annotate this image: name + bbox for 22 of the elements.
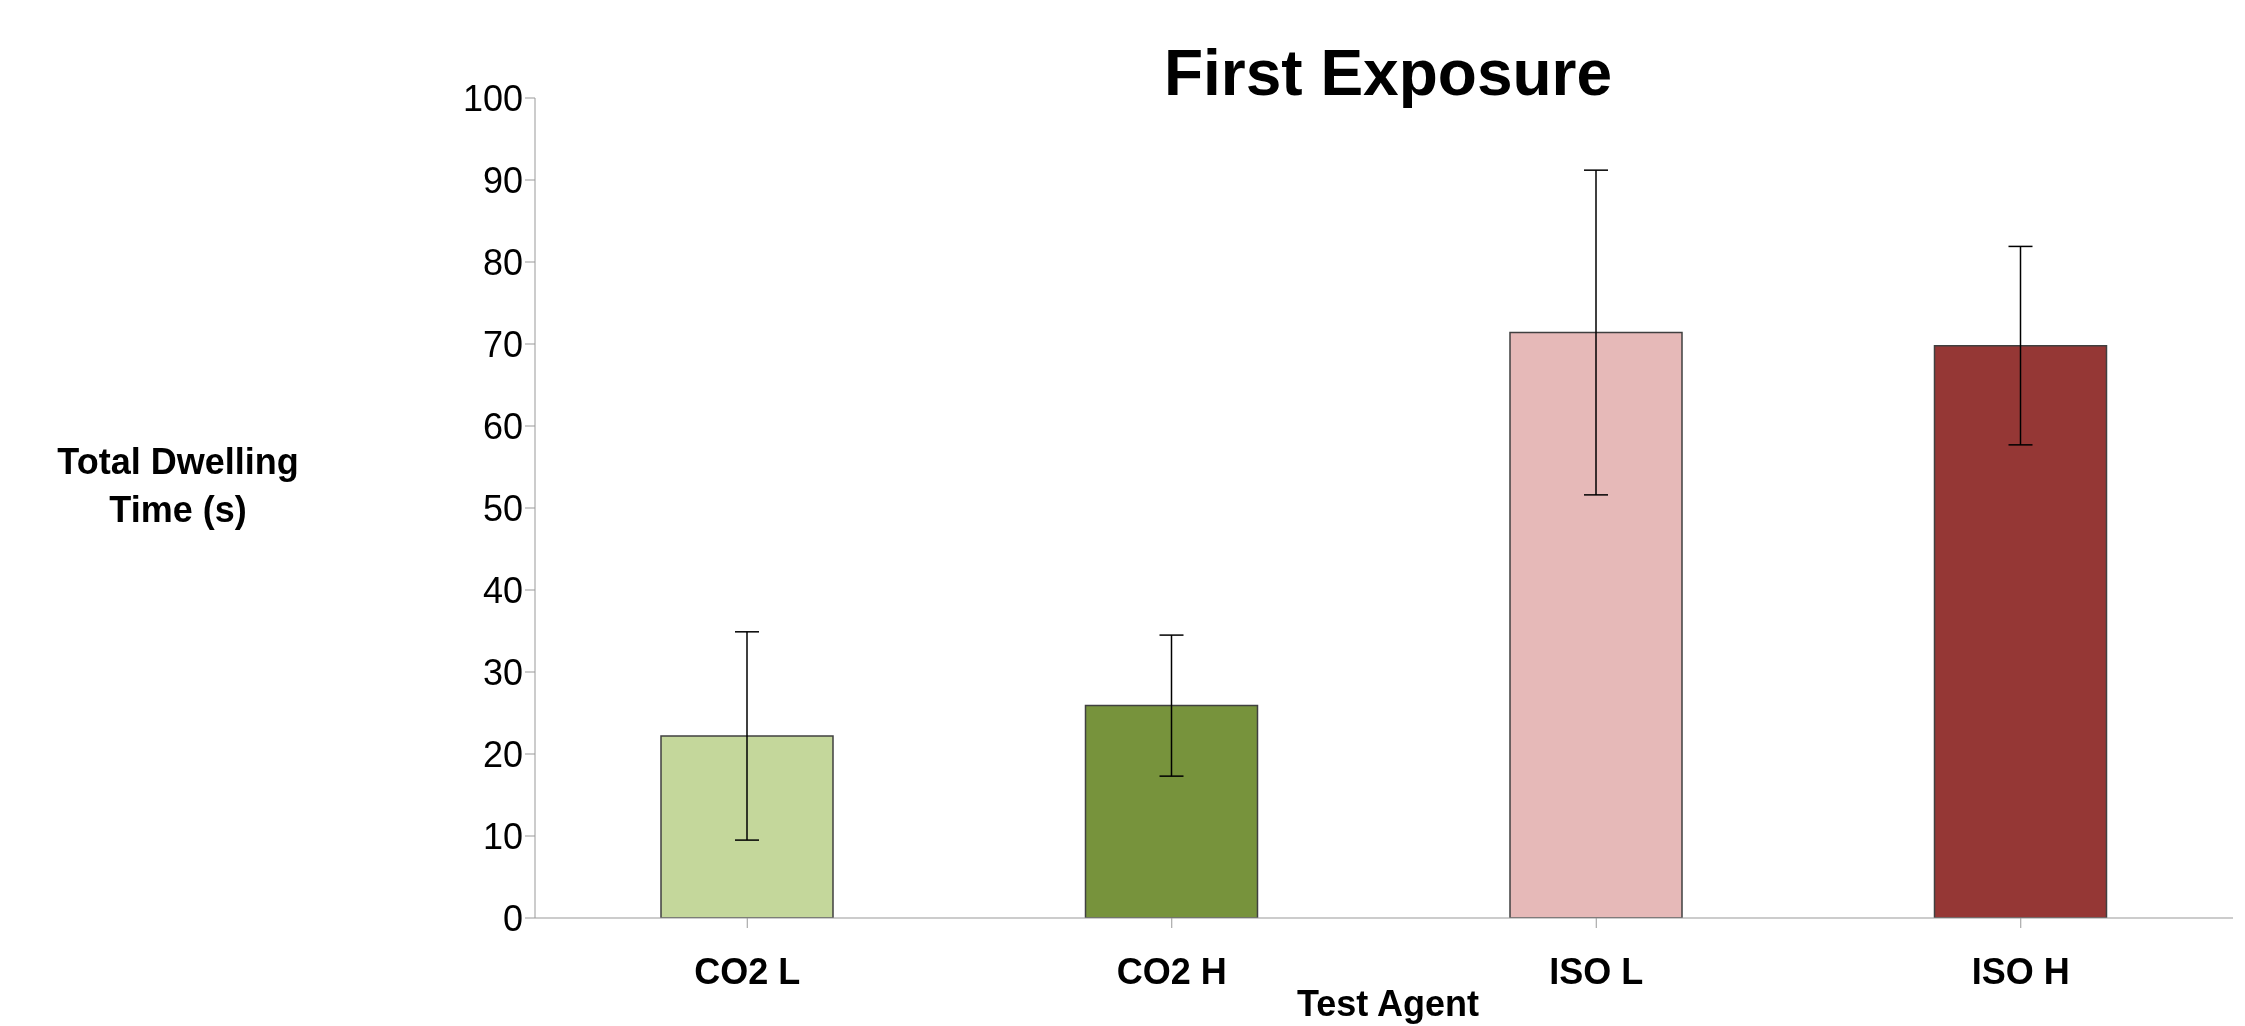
y-tick-label: 30	[482, 651, 523, 693]
x-axis-title: Test Agent	[1296, 983, 1479, 1024]
bar	[660, 735, 834, 918]
bar	[1509, 331, 1683, 918]
y-tick-label: 70	[482, 323, 523, 365]
y-tick-label: 10	[482, 815, 523, 857]
x-tick-label: CO2 H	[1116, 950, 1227, 992]
y-tick-label: 40	[482, 569, 523, 611]
y-tick-label: 0	[502, 897, 523, 939]
x-tick-label: CO2 L	[694, 950, 801, 992]
x-tick-label: ISO H	[1971, 950, 2070, 992]
y-tick-label: 20	[482, 733, 523, 775]
y-tick-label: 90	[482, 159, 523, 201]
bar	[1084, 704, 1259, 918]
x-tick-label: ISO L	[1549, 950, 1644, 992]
y-tick-label: 100	[462, 77, 523, 119]
y-axis-title: Total Dwelling Time (s)	[56, 440, 300, 532]
bar	[1933, 344, 2108, 918]
y-tick-label: 80	[482, 241, 523, 283]
y-tick-label: 50	[482, 487, 523, 529]
y-tick-label: 60	[482, 405, 523, 447]
chart-title: First Exposure	[1162, 36, 1614, 110]
